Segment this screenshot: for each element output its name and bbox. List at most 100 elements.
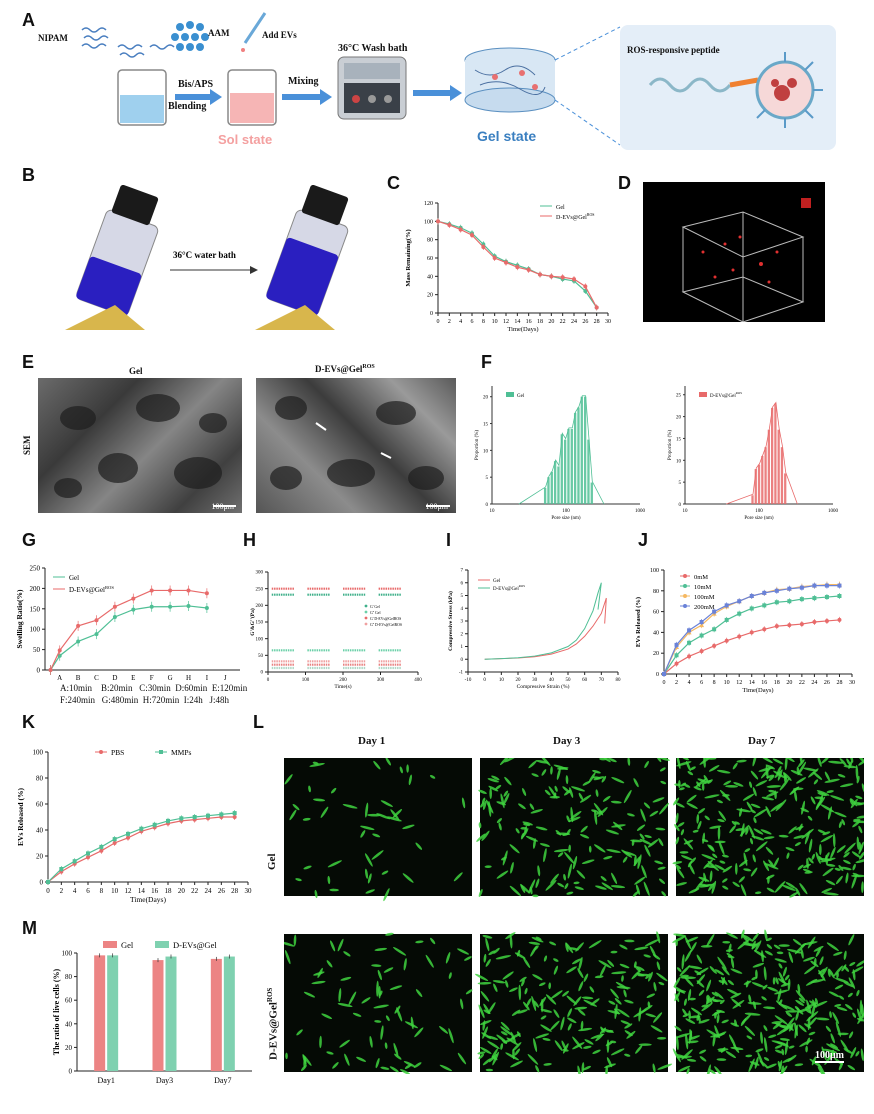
live-cell <box>576 870 586 879</box>
live-cell <box>843 859 851 865</box>
live-cell <box>644 834 652 839</box>
live-cell <box>393 1042 399 1057</box>
live-cell <box>765 806 772 818</box>
live-cell <box>730 992 742 999</box>
x-axis-label: Time(Days) <box>742 687 773 694</box>
live-cell <box>798 997 805 1004</box>
data-point <box>749 594 754 598</box>
live-cell <box>747 1002 762 1005</box>
y-tick-label: 3 <box>461 620 464 625</box>
label-gel-state: Gel state <box>477 128 537 144</box>
data-point <box>560 275 565 280</box>
live-cell <box>732 881 740 888</box>
legend-swatch <box>364 622 368 626</box>
live-cell <box>828 968 835 979</box>
live-cell <box>531 773 539 777</box>
live-cell <box>707 860 719 872</box>
live-cell <box>503 790 509 797</box>
live-cell <box>556 767 561 780</box>
live-cell <box>822 1048 837 1053</box>
live-cell <box>722 885 729 890</box>
live-cell <box>706 933 715 947</box>
live-cell <box>600 876 607 882</box>
live-cell <box>532 894 539 898</box>
live-cell <box>636 824 646 831</box>
live-cell <box>402 873 414 883</box>
live-cell <box>352 1012 362 1017</box>
live-cell <box>765 937 772 942</box>
live-cell <box>746 801 753 811</box>
live-cell <box>778 944 790 947</box>
live-cell <box>303 865 312 870</box>
x-tick-label: 8 <box>100 887 104 895</box>
live-cell <box>856 836 860 850</box>
live-cell <box>481 797 486 804</box>
live-cell <box>578 957 583 971</box>
data-point <box>787 623 792 628</box>
label-bis-aps: Bis/APS <box>178 79 214 90</box>
live-cell <box>702 838 709 843</box>
live-cell <box>788 951 794 964</box>
live-cell <box>535 878 540 889</box>
data-point <box>492 256 497 260</box>
y-axis-label: Proportion (%) <box>475 430 480 460</box>
y-tick-label: 60 <box>427 256 433 262</box>
live-cell <box>690 766 696 771</box>
row-gel: Gel <box>266 853 278 871</box>
live-cell <box>550 990 563 999</box>
live-cell <box>516 1009 528 1014</box>
live-cell <box>553 958 559 962</box>
live-cell <box>817 756 822 767</box>
live-cell <box>827 968 831 978</box>
x-tick-label: 100 <box>562 509 570 514</box>
live-cell <box>689 997 696 1001</box>
live-cell <box>681 1049 693 1060</box>
live-cell <box>802 868 812 873</box>
live-cell <box>751 982 765 988</box>
y-tick-label: 20 <box>653 651 659 657</box>
live-cell <box>581 859 595 865</box>
live-cell <box>673 976 681 988</box>
live-cell <box>760 1031 763 1044</box>
live-cell <box>852 821 861 828</box>
live-cell <box>834 1003 842 1007</box>
live-cell <box>656 961 661 971</box>
y-tick-label: 40 <box>36 826 44 834</box>
live-cell <box>726 932 738 939</box>
live-cell <box>751 932 759 942</box>
live-cell <box>608 1000 616 1005</box>
live-cell <box>773 770 786 779</box>
live-cell <box>763 966 767 981</box>
data-point <box>674 642 679 647</box>
live-cell <box>487 1040 500 1050</box>
data-point <box>774 600 779 605</box>
live-cell <box>482 1026 488 1039</box>
live-cell <box>738 876 745 883</box>
live-cell <box>680 782 687 787</box>
data-point <box>594 305 599 310</box>
live-cell <box>730 968 743 974</box>
live-cell <box>376 813 391 820</box>
live-cell <box>853 818 861 822</box>
live-cell <box>856 959 866 967</box>
live-cell <box>402 824 415 830</box>
live-cell <box>646 993 656 998</box>
live-cell <box>778 1060 783 1072</box>
live-cell <box>839 758 847 767</box>
live-cell <box>807 815 813 821</box>
legend-marker <box>683 574 687 578</box>
live-cell <box>553 792 557 799</box>
live-cell <box>696 1013 700 1021</box>
live-cell <box>819 956 824 966</box>
live-cell <box>573 996 582 1006</box>
y-tick-label: 7 <box>461 569 464 574</box>
live-cell <box>805 1045 808 1053</box>
data-point <box>799 585 804 590</box>
live-cell <box>794 943 806 955</box>
data-point <box>737 599 742 604</box>
live-cell <box>643 802 651 809</box>
histogram-bar <box>547 477 550 504</box>
x-tick-label: H <box>186 674 191 682</box>
live-cell <box>502 850 508 866</box>
live-cell <box>711 998 718 1002</box>
